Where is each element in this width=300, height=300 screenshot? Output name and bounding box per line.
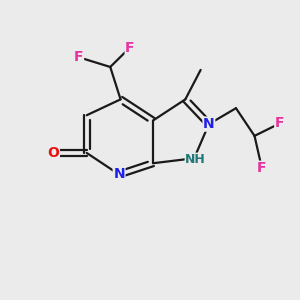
Text: F: F <box>257 161 267 175</box>
Text: O: O <box>47 146 59 160</box>
Text: NH: NH <box>185 153 206 166</box>
Text: F: F <box>275 116 284 130</box>
Text: F: F <box>74 50 83 64</box>
Text: N: N <box>113 167 125 182</box>
Text: F: F <box>125 40 135 55</box>
Text: N: N <box>203 117 215 131</box>
